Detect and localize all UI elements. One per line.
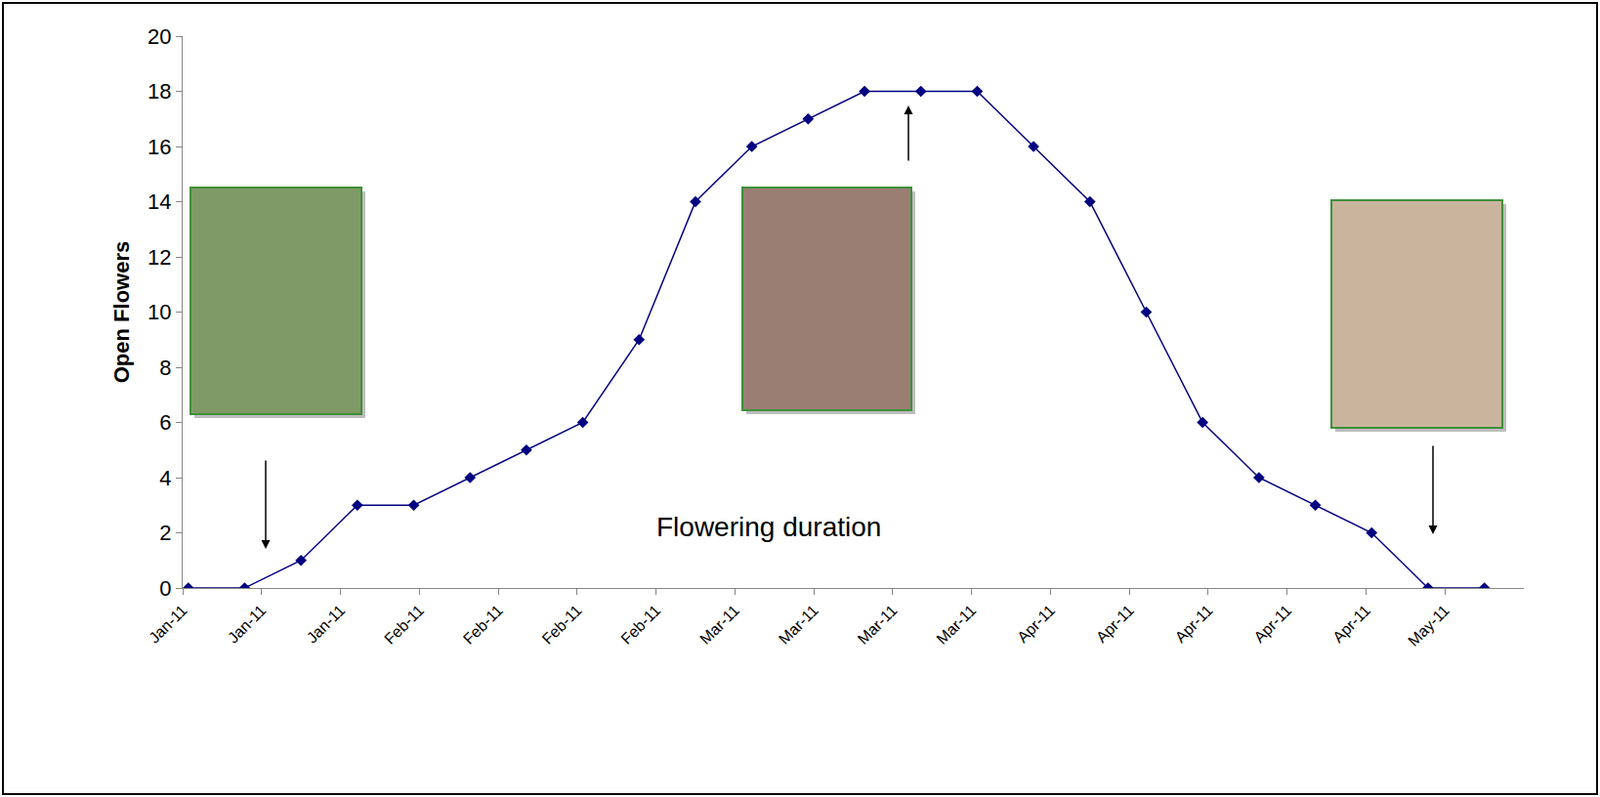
svg-text:Feb-11: Feb-11 bbox=[617, 601, 664, 648]
svg-text:Apr-11: Apr-11 bbox=[1172, 601, 1217, 646]
svg-text:14: 14 bbox=[147, 189, 171, 214]
svg-text:20: 20 bbox=[147, 24, 171, 49]
svg-text:Mar-11: Mar-11 bbox=[775, 601, 822, 648]
svg-text:May-11: May-11 bbox=[1404, 601, 1453, 650]
svg-text:Mar-11: Mar-11 bbox=[854, 601, 901, 648]
svg-text:Feb-11: Feb-11 bbox=[539, 601, 586, 648]
svg-text:0: 0 bbox=[159, 576, 171, 601]
svg-text:2: 2 bbox=[159, 520, 171, 546]
svg-text:Feb-11: Feb-11 bbox=[380, 601, 427, 648]
svg-text:Jan-11: Jan-11 bbox=[303, 601, 349, 647]
svg-text:Apr-11: Apr-11 bbox=[1250, 601, 1295, 646]
svg-text:Feb-11: Feb-11 bbox=[460, 601, 506, 648]
svg-text:Mar-11: Mar-11 bbox=[932, 601, 979, 648]
svg-text:18: 18 bbox=[147, 79, 171, 104]
svg-text:Jan-11: Jan-11 bbox=[145, 601, 191, 647]
svg-text:6: 6 bbox=[159, 410, 171, 435]
svg-text:Apr-11: Apr-11 bbox=[1093, 601, 1137, 646]
svg-text:4: 4 bbox=[159, 465, 171, 491]
svg-text:Mar-11: Mar-11 bbox=[696, 601, 743, 648]
svg-text:Open Flowers: Open Flowers bbox=[109, 241, 134, 383]
svg-text:10: 10 bbox=[147, 299, 171, 325]
svg-text:Apr-11: Apr-11 bbox=[1013, 601, 1058, 646]
svg-text:8: 8 bbox=[159, 355, 171, 380]
svg-text:Jan-11: Jan-11 bbox=[224, 601, 270, 647]
svg-text:Flowering duration: Flowering duration bbox=[656, 511, 882, 543]
svg-text:16: 16 bbox=[147, 134, 171, 160]
svg-text:12: 12 bbox=[147, 245, 171, 270]
svg-text:Apr-11: Apr-11 bbox=[1329, 601, 1374, 646]
